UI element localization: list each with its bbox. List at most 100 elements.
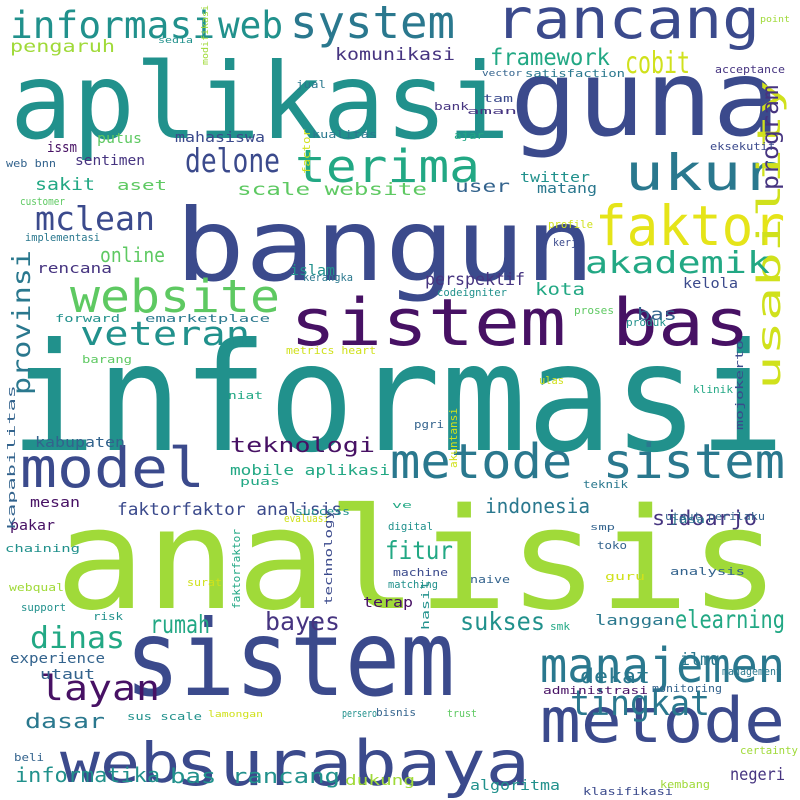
word-metrics-heart: metrics heart [286,344,376,357]
word-issm: issm [47,140,77,156]
word-satisfaction: satisfaction [525,67,625,80]
word-system: system [290,0,455,49]
word-guna: guna [510,38,780,160]
word-mclean: mclean [35,199,155,238]
word-model: model [20,436,205,500]
word-beli: beli [14,751,44,764]
word-dukung: dukung [345,773,415,789]
word-bayes: bayes [265,607,340,636]
word-management: management [722,665,782,678]
word-customer: customer [20,195,65,208]
word-proses: proses [574,304,614,317]
word-sistem-bas: sistem bas [290,286,750,361]
word-provinsi: provinsi [7,250,36,395]
word-dekat: dekat [580,664,650,688]
word-bas: bas [637,305,677,325]
word-perspektif: perspektif [425,270,525,290]
word-mesan: mesan [30,495,80,511]
word-smp: smp [590,523,615,533]
word-kerja: kerja [553,236,583,249]
word-tam: tam [483,92,514,105]
word-hasil: hasil [419,580,432,630]
word-sukses: sukses [460,607,545,636]
word-mobile-aplikasi: mobile aplikasi [230,463,390,479]
word-niat: niat [228,389,263,402]
word-codeigniter: codeigniter [437,286,507,299]
word-algoritma: algoritma [470,778,560,794]
word-evaluasi: evaluasi [284,512,329,525]
word-klinik: klinik [693,383,733,396]
word-factor: factor [300,129,313,174]
word-program: program [758,85,784,190]
word-web: web [60,731,180,795]
word-faktorfaktor: faktorfaktor [230,529,243,609]
word-utaut-perilaku: utaut perilaku [665,510,765,523]
word-analysis: analysis [670,565,745,578]
word-sentimen: sentimen [75,153,145,169]
word-produk: produk [626,316,666,329]
word-puas: puas [240,475,280,488]
word-bas-rancang: bas rancang [170,764,340,788]
word-jasa: jasa [670,513,705,526]
word-pakar: pakar [10,518,55,534]
word-dasar: dasar [25,709,105,733]
word-eksekutif: eksekutif [710,140,775,153]
word-usability: usability [750,80,788,390]
word-metode: metode [540,684,785,757]
word-surat: surat [187,576,222,589]
word-point: point [760,15,790,25]
word-sidoarjo: sidoarjo [652,506,757,530]
word-forward: forward [55,312,120,325]
word-guru: guru [605,570,645,583]
word-kualitas: kualitas [312,128,377,141]
word-digital: digital [388,520,433,533]
word-naive: naive [470,573,510,586]
word-informasi: informasi [10,4,215,47]
word-acceptance: acceptance [715,63,785,76]
word-certainty: certainty [740,744,798,757]
word-web: web [218,4,283,47]
word-rancang: rancang [495,0,760,51]
word-user: user [455,177,510,197]
word-bangun: bangun [175,187,595,304]
word-cobit: cobit [625,46,690,81]
word-persero: persero [342,707,377,720]
word-jual: jual [296,78,326,91]
word-analisis: analisis [55,479,780,642]
word-sistem: sistem [125,598,455,720]
word-website: website [70,270,280,323]
word-kelola: kelola [683,276,738,292]
word-ajar: ajar [454,129,484,142]
word-trust: trust [447,707,477,720]
word-support: support [21,601,66,614]
word-lamongan: lamongan [208,710,263,720]
word-klasifikasi: klasifikasi [583,785,673,798]
word-ve: ve [392,501,412,511]
word-kota: kota [535,280,585,300]
word-kabupaten: kabupaten [35,435,125,451]
word-sus-scale: sus scale [127,710,202,723]
word-web-bnn: web bnn [6,157,56,170]
word-rumah: rumah [150,610,210,639]
word-bank: bank [434,100,469,113]
word-implementasi: implementasi [25,231,100,244]
word-technology: technology [322,509,335,605]
word-emarketplace: emarketplace [145,312,270,325]
word-informasi: informasi [10,312,785,486]
word-pengaruh: pengaruh [10,37,115,57]
word-bisnis: bisnis [376,706,416,719]
word-dinas: dinas [30,621,125,656]
word-akuntansi: akuntansi [447,408,460,468]
word-ilmu: ilmu [680,650,720,670]
word-fitur: fitur [385,536,453,565]
word-webqual: webqual [9,581,64,594]
word-akademik: akademik [585,246,770,281]
word-risk: risk [93,610,123,623]
word-indonesia: indonesia [485,494,590,518]
word-kerangka: kerangka [303,271,353,284]
word-terap: terap [363,595,413,611]
word-terima: terima [295,140,480,193]
word-langgan: langgan [595,613,675,629]
word-twitter: twitter [520,170,590,186]
